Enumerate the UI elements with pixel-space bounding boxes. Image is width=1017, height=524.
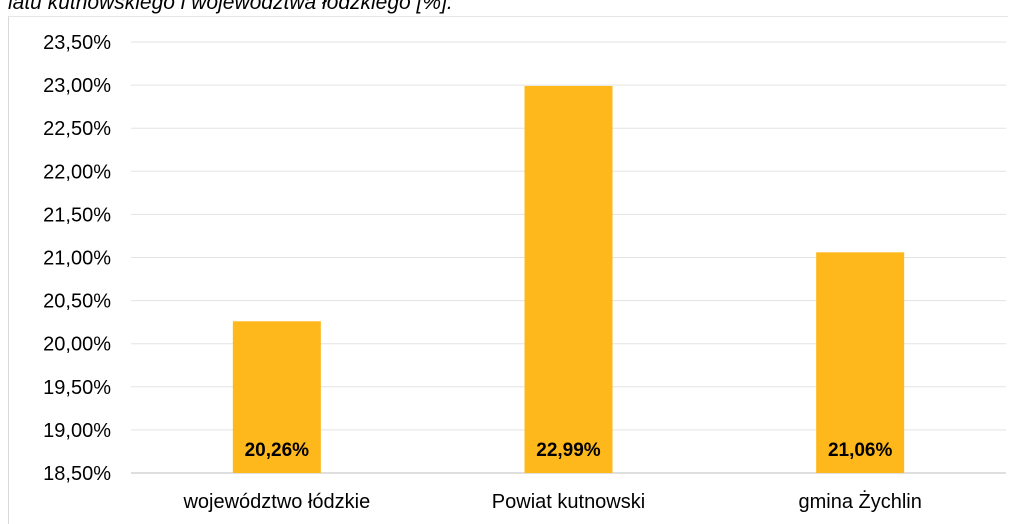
- y-tick-label: 21,50%: [43, 204, 111, 226]
- x-axis: województwo łódzkie Powiat kutnowski gmina…: [182, 490, 921, 513]
- y-tick-label: 20,50%: [43, 291, 111, 313]
- bar: [524, 85, 613, 473]
- y-tick-label: 19,50%: [43, 377, 111, 399]
- x-category-label: gmina Żychlin: [798, 490, 921, 513]
- bar: [816, 252, 905, 473]
- bars: 20,26% 22,99% 21,06%: [232, 85, 905, 473]
- x-category-label: województwo łódzkie: [182, 491, 370, 513]
- y-tick-label: 22,50%: [43, 118, 111, 140]
- data-label: 22,99%: [536, 440, 601, 461]
- chart-frame: [8, 16, 1008, 524]
- y-tick-label: 23,50%: [43, 32, 111, 54]
- y-tick-label: 23,00%: [43, 75, 111, 97]
- y-tick-label: 19,00%: [43, 420, 111, 442]
- y-tick-label: 20,00%: [43, 334, 111, 356]
- chart-caption: iatu kutnowskiego i województwa łódzkieg…: [8, 0, 453, 14]
- y-axis: 23,50% 23,00% 22,50% 22,00% 21,50% 21,00% 20,5…: [43, 32, 111, 485]
- bar: [232, 321, 321, 473]
- y-tick-label: 18,50%: [43, 463, 111, 485]
- y-tick-label: 22,00%: [43, 161, 111, 183]
- data-label: 21,06%: [828, 440, 893, 461]
- data-label: 20,26%: [245, 440, 310, 461]
- x-category-label: Powiat kutnowski: [492, 491, 645, 513]
- y-tick-label: 21,00%: [43, 248, 111, 270]
